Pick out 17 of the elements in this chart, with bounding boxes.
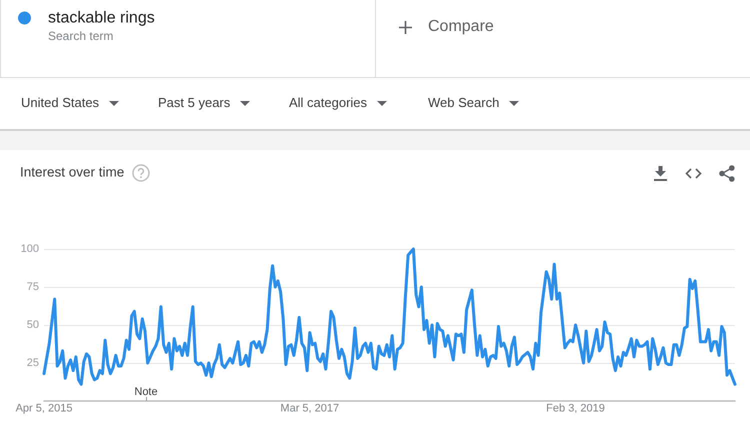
y-tick-label: 75 bbox=[26, 281, 39, 293]
y-tick-label: 25 bbox=[26, 357, 39, 369]
text: Search term bbox=[48, 29, 114, 44]
y-tick-label: 50 bbox=[26, 319, 39, 331]
chart-title: Interest over time bbox=[20, 164, 124, 180]
legend-label: stackable rings bbox=[48, 10, 155, 26]
x-tick-label: Mar 5, 2017 bbox=[280, 402, 340, 414]
text: Web Search bbox=[428, 95, 500, 111]
text: All categories bbox=[289, 95, 368, 111]
text: Compare bbox=[428, 17, 494, 36]
text: United States bbox=[21, 95, 100, 111]
x-tick-label: Apr 5, 2015 bbox=[16, 402, 72, 414]
x-tick-label: Feb 3, 2019 bbox=[546, 402, 605, 414]
text: Past 5 years bbox=[158, 95, 230, 111]
y-tick-label: 100 bbox=[20, 243, 39, 255]
line-series bbox=[42, 248, 736, 386]
annotation: Note bbox=[134, 385, 158, 399]
